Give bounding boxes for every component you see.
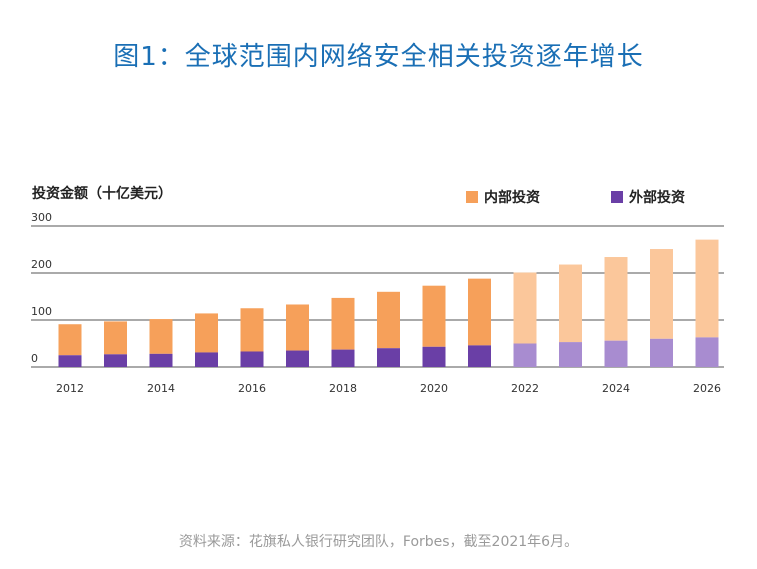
bar-outer-2015 (195, 352, 218, 367)
y-tick-label-200: 200 (31, 258, 52, 271)
bar-inner-2020 (422, 285, 446, 347)
bar-outer-2013 (104, 354, 127, 367)
legend-label-outer: 外部投资 (629, 190, 685, 206)
bar-inner-2015 (195, 313, 218, 353)
bar-outer-2018 (331, 349, 355, 367)
bar-inner-2022 (513, 272, 537, 344)
legend-swatch-inner (466, 191, 478, 203)
bar-outer-2024 (604, 340, 628, 367)
bar-inner-2014 (149, 319, 173, 354)
bar-inner-2018 (331, 297, 355, 350)
bar-outer-2019 (377, 348, 400, 367)
x-tick-label-2022: 2022 (511, 382, 539, 395)
x-tick-label-2016: 2016 (238, 382, 266, 395)
source-note: 资料来源：花旗私人银行研究团队，Forbes，截至2021年6月。 (178, 534, 579, 550)
bar-outer-2016 (240, 351, 264, 367)
x-tick-label-2024: 2024 (602, 382, 630, 395)
x-tick-label-2012: 2012 (56, 382, 84, 395)
bar-outer-2017 (286, 350, 309, 367)
bar-outer-2025 (650, 338, 673, 367)
x-tick-label-2014: 2014 (147, 382, 175, 395)
x-tick-label-2018: 2018 (329, 382, 357, 395)
legend-label-inner: 内部投资 (484, 190, 540, 206)
bar-inner-2017 (286, 304, 309, 351)
y-tick-label-100: 100 (31, 305, 52, 318)
y-axis-label: 投资金额（十亿美元） (32, 186, 172, 202)
legend-swatch-outer (611, 191, 623, 203)
bar-inner-2025 (650, 249, 673, 339)
bar-inner-2023 (559, 264, 582, 343)
bar-inner-2012 (58, 324, 82, 356)
bar-inner-2019 (377, 291, 400, 349)
bar-inner-2024 (604, 257, 628, 341)
legend-item-inner: 内部投资 (466, 187, 540, 207)
x-tick-label-2020: 2020 (420, 382, 448, 395)
x-tick-label-2026: 2026 (693, 382, 721, 395)
bar-outer-2026 (695, 337, 719, 367)
bar-outer-2022 (513, 343, 537, 367)
bar-outer-2021 (468, 345, 491, 367)
bar-inner-2026 (695, 239, 719, 338)
legend-item-outer: 外部投资 (611, 187, 685, 207)
bar-outer-2023 (559, 342, 582, 367)
bar-outer-2020 (422, 346, 446, 367)
bar-inner-2016 (240, 308, 264, 352)
bar-inner-2013 (104, 321, 127, 355)
bar-outer-2012 (58, 355, 82, 367)
bar-outer-2014 (149, 353, 173, 367)
chart-title: 图1：全球范围内网络安全相关投资逐年增长 (113, 42, 644, 72)
y-tick-label-0: 0 (31, 352, 38, 365)
bar-inner-2021 (468, 278, 491, 346)
y-tick-label-300: 300 (31, 211, 52, 224)
